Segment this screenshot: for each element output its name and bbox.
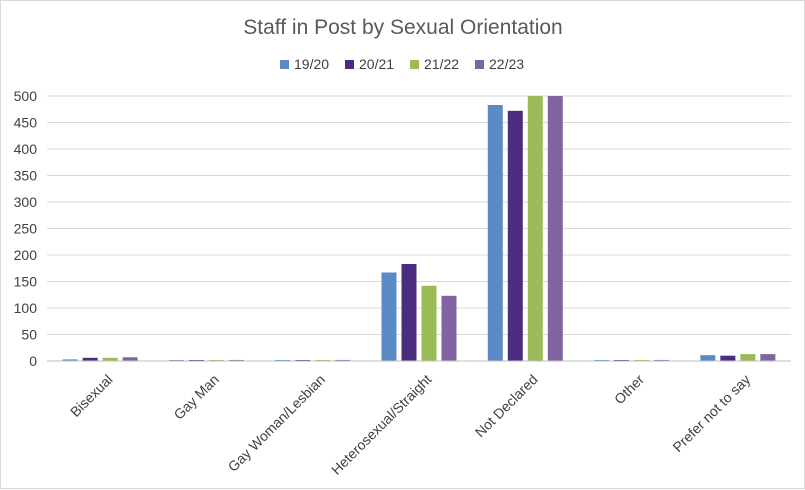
bar bbox=[527, 96, 543, 361]
bar bbox=[507, 110, 523, 361]
bar bbox=[401, 264, 417, 361]
legend-label: 22/23 bbox=[489, 56, 524, 72]
bar bbox=[634, 359, 650, 361]
legend-item: 22/23 bbox=[475, 56, 524, 72]
bar bbox=[740, 354, 756, 361]
gridlines bbox=[47, 95, 791, 335]
bar bbox=[62, 359, 78, 361]
y-tick-label: 500 bbox=[14, 88, 38, 104]
bar bbox=[82, 357, 98, 361]
legend-label: 21/22 bbox=[424, 56, 459, 72]
y-tick-label: 400 bbox=[14, 141, 38, 157]
x-category-label: Gay Man bbox=[170, 371, 221, 422]
y-tick-label: 200 bbox=[14, 247, 38, 263]
bar bbox=[720, 355, 736, 361]
bar bbox=[228, 359, 244, 361]
legend-item: 20/21 bbox=[345, 56, 394, 72]
legend-label: 19/20 bbox=[294, 56, 329, 72]
bar bbox=[335, 359, 351, 361]
y-tick-label: 150 bbox=[14, 274, 38, 290]
bars bbox=[62, 96, 776, 361]
x-category-label: Heterosexual/Straight bbox=[328, 371, 435, 478]
bar bbox=[122, 357, 138, 361]
x-axis-categories: Bisexual Gay Man Gay Woman/Lesbian Heterose… bbox=[67, 371, 753, 478]
legend-item: 21/22 bbox=[410, 56, 459, 72]
bar bbox=[421, 285, 437, 361]
y-tick-label: 250 bbox=[14, 221, 38, 237]
y-tick-label: 100 bbox=[14, 300, 38, 316]
y-axis-ticks: 0 50 100 150 200 250 300 350 400 450 500 bbox=[14, 88, 38, 369]
legend-swatch bbox=[475, 60, 484, 69]
y-tick-label: 50 bbox=[21, 327, 37, 343]
legend: 19/20 20/21 21/22 22/23 bbox=[280, 56, 524, 72]
bar bbox=[102, 357, 118, 361]
x-category-label: Prefer not to say bbox=[669, 371, 753, 455]
bar bbox=[700, 355, 716, 361]
y-tick-label: 450 bbox=[14, 115, 38, 131]
bar bbox=[487, 105, 503, 361]
legend-item: 19/20 bbox=[280, 56, 329, 72]
bar bbox=[654, 359, 670, 361]
x-category-label: Gay Woman/Lesbian bbox=[225, 371, 329, 475]
y-tick-label: 0 bbox=[29, 353, 37, 369]
y-tick-label: 300 bbox=[14, 194, 38, 210]
legend-label: 20/21 bbox=[359, 56, 394, 72]
bar bbox=[547, 96, 563, 361]
legend-swatch bbox=[345, 60, 354, 69]
y-tick-label: 350 bbox=[14, 168, 38, 184]
bar bbox=[760, 354, 776, 361]
bar bbox=[381, 272, 397, 361]
x-category-label: Not Declared bbox=[472, 371, 541, 440]
x-category-label: Bisexual bbox=[67, 371, 116, 420]
chart-title: Staff in Post by Sexual Orientation bbox=[243, 16, 562, 39]
legend-swatch bbox=[410, 60, 419, 69]
bar bbox=[441, 295, 457, 361]
legend-swatch bbox=[280, 60, 289, 69]
x-category-label: Other bbox=[611, 371, 647, 407]
